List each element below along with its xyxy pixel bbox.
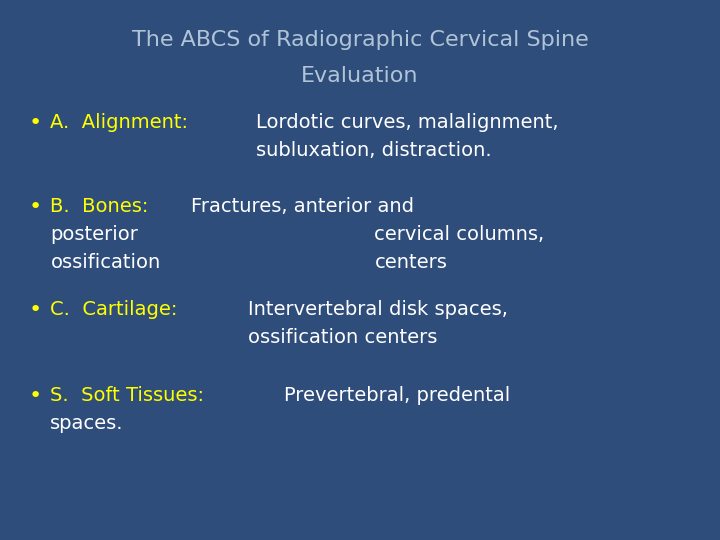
Text: cervical columns,: cervical columns, (374, 225, 544, 244)
Text: A.  Alignment:: A. Alignment: (50, 113, 189, 132)
Text: ossification centers: ossification centers (248, 328, 438, 347)
Text: •: • (29, 197, 42, 217)
Text: subluxation, distraction.: subluxation, distraction. (256, 141, 491, 160)
Text: Prevertebral, predental: Prevertebral, predental (284, 386, 510, 405)
Text: ossification: ossification (50, 253, 161, 272)
Text: B.  Bones:: B. Bones: (50, 197, 149, 216)
Text: Lordotic curves, malalignment,: Lordotic curves, malalignment, (256, 113, 558, 132)
Text: S.  Soft Tissues:: S. Soft Tissues: (50, 386, 204, 405)
Text: spaces.: spaces. (50, 414, 124, 433)
Text: •: • (29, 386, 42, 406)
Text: •: • (29, 113, 42, 133)
Text: •: • (29, 300, 42, 320)
Text: Evaluation: Evaluation (301, 66, 419, 86)
Text: C.  Cartilage:: C. Cartilage: (50, 300, 178, 319)
Text: Intervertebral disk spaces,: Intervertebral disk spaces, (248, 300, 508, 319)
Text: posterior: posterior (50, 225, 138, 244)
Text: Fractures, anterior and: Fractures, anterior and (191, 197, 414, 216)
Text: The ABCS of Radiographic Cervical Spine: The ABCS of Radiographic Cervical Spine (132, 30, 588, 50)
Text: centers: centers (374, 253, 447, 272)
